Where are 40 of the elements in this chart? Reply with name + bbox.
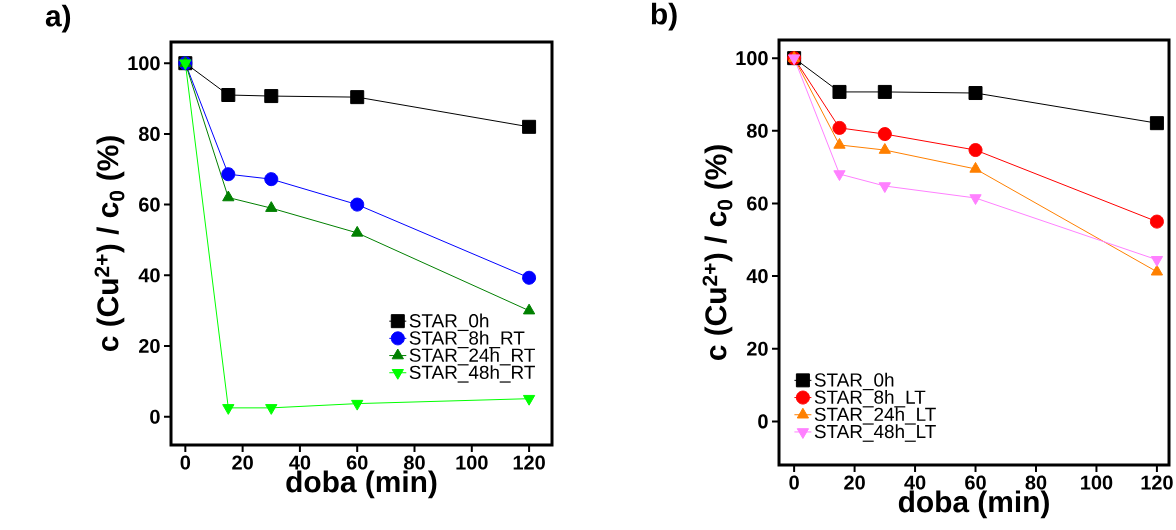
legend-label: STAR_0h	[814, 372, 894, 391]
x-axis-title: doba (min)	[898, 490, 1049, 519]
legend-label: STAR_8h_RT	[409, 330, 525, 349]
y-tick-label: 40	[138, 268, 160, 283]
x-axis-title: doba (min)	[286, 470, 437, 499]
y-axis-title: c (Cu$^{2+}$) / c$_{0}$ (%)	[94, 136, 125, 352]
y-tick-label: 60	[139, 197, 160, 212]
legend-label: STAR_0h	[409, 313, 489, 332]
y-tick-label: 0	[150, 409, 160, 424]
x-tick-label: 0	[789, 475, 799, 490]
x-tick-label: 120	[513, 455, 545, 470]
y-tick-label: 100	[128, 56, 160, 71]
x-tick-label: 40	[904, 475, 926, 490]
x-tick-label: 80	[1025, 475, 1047, 490]
x-tick-label: 100	[456, 455, 488, 470]
y-tick-label: 80	[746, 123, 768, 138]
y-tick-label: 20	[747, 341, 768, 356]
legend-label: STAR_24h_LT	[814, 407, 936, 425]
y-axis-title: c (Cu$^{2+}$) / c$_{0}$ (%)	[702, 145, 733, 361]
legend-label: STAR_48h_RT	[409, 365, 535, 383]
y-tick-label: 100	[736, 51, 768, 66]
chart-title: a)	[45, 4, 71, 33]
y-tick-label: 40	[746, 269, 768, 284]
y-tick-label: 0	[758, 414, 768, 429]
legend-label: STAR_24h_RT	[409, 347, 535, 366]
x-tick-label: 20	[844, 475, 865, 490]
x-tick-label: 120	[1141, 475, 1173, 490]
x-tick-label: 100	[1081, 475, 1113, 490]
x-tick-label: 80	[404, 455, 425, 470]
x-tick-label: 0	[180, 455, 191, 470]
legend-label: STAR_8h_LT	[814, 389, 926, 408]
legend-label: STAR_48h_LT	[814, 424, 936, 442]
x-tick-label: 60	[346, 455, 368, 470]
x-tick-label: 20	[232, 455, 253, 470]
chart-title: b)	[651, 2, 677, 31]
x-tick-label: 40	[289, 455, 311, 470]
x-tick-label: 60	[965, 475, 986, 490]
y-tick-label: 20	[139, 338, 160, 354]
y-tick-label: 60	[747, 196, 768, 211]
y-tick-label: 80	[138, 126, 160, 141]
